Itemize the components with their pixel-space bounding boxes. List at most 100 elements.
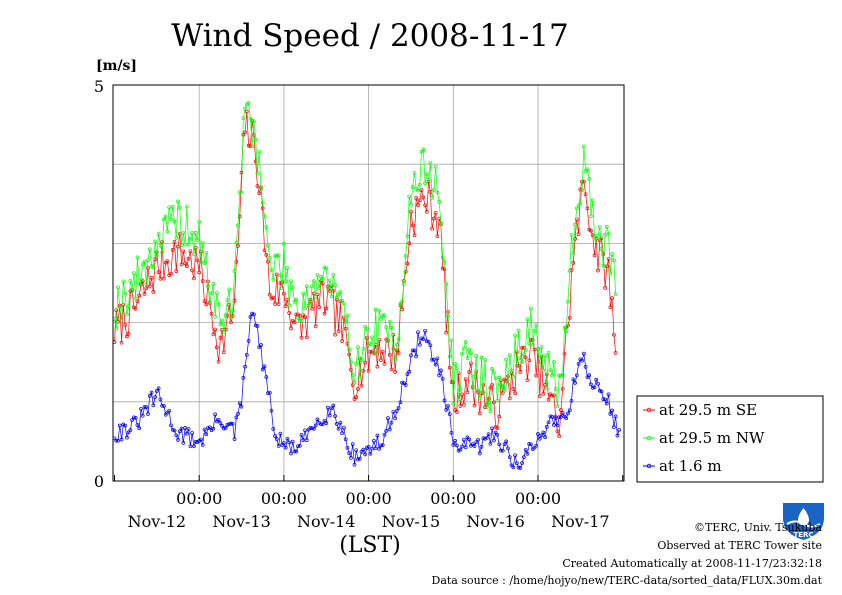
series-point xyxy=(326,405,330,410)
series-point xyxy=(594,237,599,242)
series-point xyxy=(345,445,350,450)
series-point xyxy=(179,262,184,267)
series-point xyxy=(377,308,382,313)
series-point xyxy=(416,203,420,207)
series-point xyxy=(225,423,230,427)
series-point xyxy=(313,423,318,428)
series-point xyxy=(190,431,194,435)
series-point xyxy=(147,394,152,398)
credit-source: Data source : /home/hojyo/new/TERC-data/… xyxy=(432,574,823,587)
series-point xyxy=(486,432,491,437)
series-point xyxy=(317,286,322,291)
series-point xyxy=(184,204,189,209)
series-point xyxy=(606,392,611,397)
series-point xyxy=(262,248,267,253)
series-point xyxy=(193,440,198,444)
legend-swatch-marker xyxy=(646,435,652,441)
series-point xyxy=(260,200,265,205)
series-point xyxy=(236,223,240,228)
series-point xyxy=(151,290,156,294)
series-point xyxy=(379,443,383,448)
series-point xyxy=(368,342,373,346)
series-point xyxy=(550,373,554,378)
series-point xyxy=(462,346,466,351)
series-point xyxy=(276,302,281,306)
series-point xyxy=(170,248,175,252)
series-point xyxy=(126,304,131,309)
series-point xyxy=(562,326,567,330)
series-point xyxy=(271,295,276,300)
series-point xyxy=(615,433,620,438)
series-point xyxy=(529,306,533,311)
series-point xyxy=(158,397,163,402)
series-point xyxy=(264,225,269,229)
series-point xyxy=(350,442,355,446)
series-point xyxy=(123,291,127,296)
day-label: Nov-16 xyxy=(466,512,524,531)
series-point xyxy=(292,449,297,454)
series-point xyxy=(513,333,517,338)
series-point xyxy=(140,262,145,267)
series-point xyxy=(492,438,496,443)
series-point xyxy=(172,219,177,224)
series-point xyxy=(327,278,332,283)
series-point xyxy=(218,336,223,340)
series-point xyxy=(566,299,570,304)
series-point xyxy=(514,364,519,368)
series-point xyxy=(306,303,311,308)
series-point xyxy=(486,396,491,401)
series-point xyxy=(553,387,558,391)
series-point xyxy=(172,428,177,433)
series-point xyxy=(506,382,510,387)
series-point xyxy=(537,394,542,399)
x-tick-label: 00:00 xyxy=(176,489,222,508)
series-point xyxy=(509,368,514,373)
credit-observed: Observed at TERC Tower site xyxy=(657,539,822,552)
series-point xyxy=(349,368,353,372)
series-point xyxy=(160,403,164,408)
series-point xyxy=(389,420,394,425)
series-point xyxy=(114,438,119,443)
series-point xyxy=(527,341,532,346)
series-point xyxy=(345,313,350,318)
series-point xyxy=(424,210,429,214)
series-point xyxy=(536,432,540,436)
series-point xyxy=(506,446,510,451)
series-point xyxy=(237,190,242,194)
series-point xyxy=(232,269,237,273)
series-point xyxy=(133,416,138,420)
series-point xyxy=(552,423,556,427)
series-point xyxy=(216,418,221,422)
series-point xyxy=(366,368,371,373)
series-point xyxy=(590,198,595,203)
series-0 xyxy=(112,109,618,439)
series-point xyxy=(546,420,551,425)
series-point xyxy=(151,403,156,408)
series-point xyxy=(308,426,313,430)
series-point xyxy=(130,289,134,293)
y-tick-top: 5 xyxy=(94,77,104,96)
series-point xyxy=(276,253,281,258)
series-point xyxy=(396,337,401,341)
series-point xyxy=(125,334,129,339)
series-point xyxy=(188,444,193,449)
series-point xyxy=(255,171,260,175)
series-point xyxy=(239,170,244,175)
series-point xyxy=(169,423,173,428)
series-point xyxy=(252,312,256,317)
series-point xyxy=(167,205,172,210)
series-1 xyxy=(112,101,618,413)
series-point xyxy=(359,450,364,454)
series-point xyxy=(454,410,459,414)
series-point xyxy=(590,385,595,390)
series-point xyxy=(481,436,486,441)
series-point xyxy=(612,258,616,263)
series-point xyxy=(338,420,343,425)
series-point xyxy=(523,348,528,352)
series-point xyxy=(564,416,569,421)
series-point xyxy=(490,367,494,371)
series-point xyxy=(499,383,503,387)
series-point xyxy=(324,421,329,425)
series-point xyxy=(139,406,143,411)
series-point xyxy=(153,239,157,244)
